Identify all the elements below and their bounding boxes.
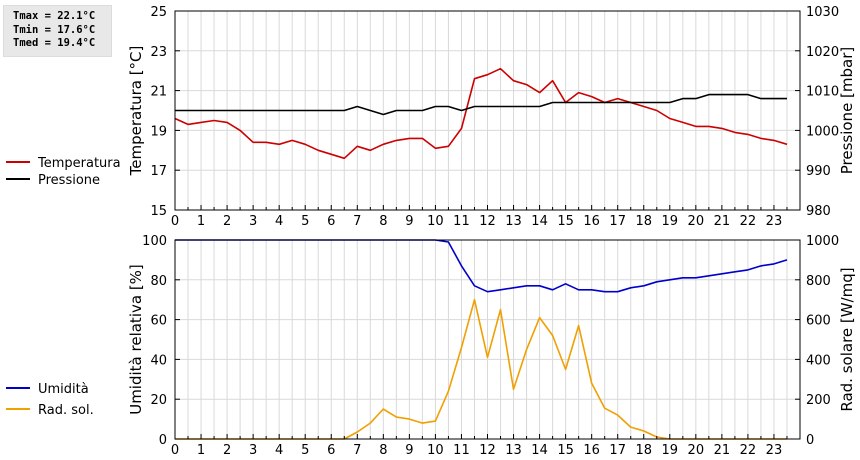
y-tick-label-right: 990 — [806, 164, 831, 179]
y-tick-label-right: 200 — [806, 393, 831, 408]
x-tick-label: 10 — [427, 443, 444, 458]
x-tick-label: 14 — [531, 443, 548, 458]
y-tick-label-left: 25 — [150, 5, 167, 20]
x-tick-label: 5 — [301, 443, 309, 458]
stats-box: Tmax = 22.1°C Tmin = 17.6°C Tmed = 19.4°… — [3, 5, 112, 57]
x-tick-label: 21 — [714, 214, 731, 229]
x-tick-label: 11 — [453, 214, 470, 229]
y-tick-label-right: 800 — [806, 274, 831, 289]
x-tick-label: 1 — [197, 443, 205, 458]
y-tick-label-left: 80 — [150, 274, 167, 289]
x-tick-label: 17 — [609, 443, 626, 458]
y-tick-label-left: 40 — [150, 353, 167, 368]
x-tick-label: 2 — [223, 214, 231, 229]
x-tick-label: 23 — [766, 214, 783, 229]
x-tick-label: 23 — [766, 443, 783, 458]
x-tick-label: 10 — [427, 214, 444, 229]
tmed-text: Tmed = 19.4°C — [13, 37, 96, 49]
x-tick-label: 7 — [353, 214, 361, 229]
x-tick-label: 9 — [405, 443, 413, 458]
chart-panel-2: 0 1 2 3 4 5 6 7 8 9 10 11 12 13 14 15 16 17 18 19 20 21 22 2302… — [6, 234, 856, 458]
series-line-1-2 — [175, 93, 787, 116]
y-tick-label-left: 60 — [150, 314, 167, 329]
y-tick-label-left: 23 — [150, 45, 167, 60]
x-tick-label: 15 — [557, 214, 574, 229]
y-axis-label-right: Pressione [mbar] — [838, 47, 856, 175]
x-tick-label: 5 — [301, 214, 309, 229]
y-tick-label-right: 1000 — [806, 234, 839, 249]
x-tick-label: 3 — [249, 443, 257, 458]
x-tick-label: 3 — [249, 214, 257, 229]
x-tick-label: 8 — [379, 443, 387, 458]
y-tick-label-right: 980 — [806, 204, 831, 219]
x-tick-label: 16 — [583, 443, 600, 458]
y-tick-label-left: 15 — [150, 204, 167, 219]
y-tick-label-left: 17 — [150, 164, 167, 179]
x-tick-label: 22 — [740, 214, 757, 229]
y-tick-label-right: 1020 — [806, 45, 839, 60]
y-tick-label-right: 0 — [806, 433, 814, 448]
x-tick-label: 21 — [714, 443, 731, 458]
x-tick-label: 15 — [557, 443, 574, 458]
x-tick-label: 19 — [662, 214, 679, 229]
tmin-text: Tmin = 17.6°C — [13, 23, 96, 36]
y-tick-label-right: 1000 — [806, 124, 839, 139]
tmax-text: Tmax = 22.1°C — [13, 10, 96, 22]
x-tick-label: 6 — [327, 214, 335, 229]
x-tick-label: 7 — [353, 443, 361, 458]
y-tick-label-right: 1030 — [806, 5, 839, 20]
x-tick-label: 12 — [479, 214, 496, 229]
x-tick-label: 2 — [223, 443, 231, 458]
legend-label: Umidità — [38, 382, 89, 397]
x-tick-label: 18 — [635, 443, 652, 458]
y-tick-label-left: 20 — [150, 393, 167, 408]
x-tick-label: 12 — [479, 443, 496, 458]
series-line-1-1 — [174, 67, 788, 160]
y-tick-label-left: 19 — [150, 124, 167, 139]
x-tick-label: 13 — [505, 214, 522, 229]
y-tick-label-left: 21 — [150, 85, 167, 100]
chart-panel-1: 0 1 2 3 4 5 6 7 8 9 10 11 12 13 14 15 16 17 18 19 20 21 22 2315… — [6, 5, 856, 229]
y-tick-label-left: 100 — [142, 234, 167, 249]
y-axis-label-left: Temperatura [°C] — [127, 46, 145, 177]
x-tick-label: 0 — [171, 443, 179, 458]
x-tick-label: 16 — [583, 214, 600, 229]
x-tick-label: 14 — [531, 214, 548, 229]
y-tick-label-right: 1010 — [806, 85, 839, 100]
x-tick-label: 19 — [662, 443, 679, 458]
series-line-2-2 — [175, 298, 787, 440]
x-tick-label: 4 — [275, 443, 283, 458]
x-tick-label: 8 — [379, 214, 387, 229]
x-tick-label: 13 — [505, 443, 522, 458]
legend-label: Pressione — [38, 173, 100, 188]
x-tick-label: 11 — [453, 443, 470, 458]
x-tick-label: 1 — [197, 214, 205, 229]
x-tick-label: 20 — [688, 443, 705, 458]
legend-label: Rad. sol. — [38, 403, 94, 418]
x-tick-label: 4 — [275, 214, 283, 229]
y-tick-label-right: 400 — [806, 353, 831, 368]
x-tick-label: 18 — [635, 214, 652, 229]
x-tick-label: 0 — [171, 214, 179, 229]
y-axis-label-right: Rad. solare [W/mq] — [838, 267, 856, 411]
x-tick-label: 6 — [327, 443, 335, 458]
x-tick-label: 17 — [609, 214, 626, 229]
x-tick-label: 22 — [740, 443, 757, 458]
x-tick-label: 9 — [405, 214, 413, 229]
x-tick-label: 20 — [688, 214, 705, 229]
y-axis-label-left: Umidità relativa [%] — [127, 264, 145, 415]
y-tick-label-right: 600 — [806, 314, 831, 329]
series-line-2-1 — [175, 239, 788, 293]
y-tick-label-left: 0 — [159, 433, 167, 448]
legend-label: Temperatura — [37, 156, 121, 171]
